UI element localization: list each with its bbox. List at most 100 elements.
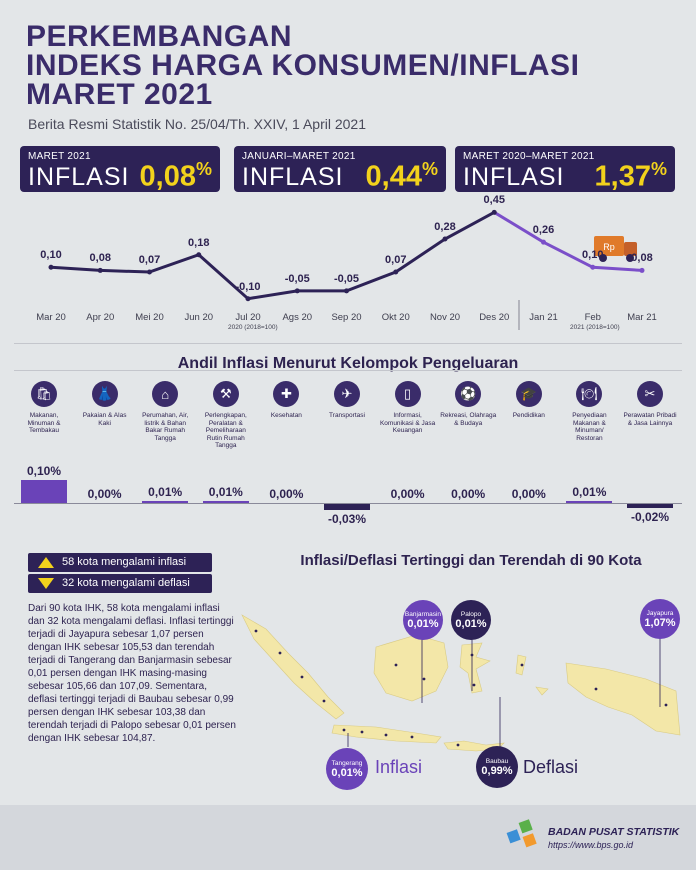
andil-value-label: 0,00% [451,487,486,501]
scissors-icon: ✂ [637,381,663,407]
line-point [147,269,152,275]
point-value-label: 0,10 [40,249,62,262]
sumatra-island [241,614,345,720]
x-tick-label: Ags 20 [282,312,313,323]
bubble-city: Tangerang [331,759,363,767]
bubble-value: 0,99% [481,764,513,777]
inflation-card-monthly: MARET 2021 INFLASI 0,08% [20,146,220,193]
andil-bar [566,500,613,503]
andil-section-title: Andil Inflasi Menurut Kelompok Pengeluar… [177,355,519,372]
category-label: Kesehatan [270,412,302,419]
andil-value-label: 0,00% [87,487,122,501]
x-tick-label: Mar 21 [627,312,657,323]
household-tools-icon: ⚒ [212,381,239,407]
line-point [639,267,645,273]
line-point [491,209,497,215]
point-value-label: 0,26 [532,224,555,237]
x-tick-label: Nov 20 [429,312,461,323]
bubble-palopo: Palopo 0,01% [451,600,491,640]
inflation-card-ytd: JANUARI–MARET 2021 INFLASI 0,44% [234,146,446,193]
category-label: Informasi, Komunikasi & Jasa Keuangan [379,412,436,434]
line-point [442,236,448,242]
andil-value-label: 0,00% [390,487,425,501]
category-label: Makanan, Minuman & Tembakau [27,412,61,434]
football-player-icon: ⚽ [455,381,482,407]
legend-inflasi: Inflasi [375,757,423,777]
base-year-note-2020: 2020 (2018=100) [228,324,278,331]
andil-bar [627,503,673,508]
bubble-jayapura: Jayapura 1,07% [640,599,680,639]
line-point [590,264,596,270]
x-tick-label: Sep 20 [331,312,362,323]
bubble-leaders [347,637,661,747]
bubble-city: Baubau [485,757,509,765]
card-word: INFLASI [28,163,130,191]
series-line-2021 [493,211,643,272]
card-label: MARET 2020–MARET 2021 [463,151,595,162]
x-tick-label: Jan 21 [529,312,558,323]
x-tick-label: Des 20 [479,312,510,323]
x-tick-label: Mar 20 [36,312,66,323]
down-triangle-icon [38,578,54,589]
base-year-note-2021: 2021 (2018=100) [570,324,620,331]
point-value-label: 0,07 [385,254,407,266]
andil-value-label: 0,00% [269,487,304,501]
bubble-value: 0,01% [455,617,487,630]
andil-baseline [14,503,682,504]
point-value-label: 0,45 [483,194,505,207]
page-subtitle: Berita Resmi Statistik No. 25/04/Th. XXI… [28,116,366,132]
line-point [541,239,546,245]
category-label: Transportasi [329,412,365,419]
inflasi-count-text: 58 kota mengalami inflasi [62,556,187,568]
truck-icon: Rp [594,236,637,262]
x-tick-label: Okt 20 [381,312,410,323]
andil-value-label: 0,01% [208,484,243,499]
point-value-label: 0,18 [188,236,210,249]
footer-url[interactable]: https://www.bps.go.id [548,840,634,850]
andil-bar [324,503,370,510]
monthly-inflation-line-chart: Rp [48,209,645,330]
card-word: INFLASI [242,163,344,191]
grocery-bag-icon: 🛍 [31,381,57,407]
point-value-label: 0,10 [582,249,604,262]
x-tick-label: Jul 20 [235,312,261,323]
truck-label: Rp [603,242,615,252]
house-icon: ⌂ [152,381,179,407]
up-triangle-icon [38,557,54,568]
category-label: Penyediaan Makanan & Minuman/ Restoran [572,412,607,442]
andil-value-label: 0,01% [572,484,607,499]
bubble-city: Palopo [460,610,482,618]
medical-kit-icon: ✚ [273,381,300,407]
bubble-baubau: Baubau 0,99% [476,746,518,788]
andil-value-label: -0,03% [327,511,367,526]
papua-island [565,662,681,736]
point-value-label: -0,10 [235,280,261,293]
category-label: Perumahan, Air, listrik & Bahan Bakar Ru… [142,412,189,442]
line-point [48,264,54,270]
category-label: Pendidikan [512,412,545,419]
andil-value-label: 0,00% [511,487,546,501]
card-value: 1,37% [594,159,667,193]
andil-bar [142,500,189,503]
card-word: INFLASI [463,163,565,191]
category-label: Perlengkapan, Peralatan & Pemeliharaan R… [204,412,247,449]
legend-deflasi: Deflasi [523,757,579,777]
andil-bar [202,500,249,503]
x-tick-label: Jun 20 [184,312,214,323]
series-line-2020 [50,211,495,301]
andil-value-label: 0,01% [148,484,183,499]
footer-org: BADAN PUSAT STATISTIK [548,826,680,838]
title-line-2: INDEKS HARGA KONSUMEN/INFLASI [26,49,580,82]
bubble-banjarmasin: Banjarmasin 0,01% [403,600,443,640]
andil-value-label: -0,02% [630,509,670,524]
point-value-label: 0,07 [138,254,161,266]
dress-icon: 👗 [91,381,118,407]
maluku-islands [515,654,549,696]
bubble-city: Banjarmasin [404,610,442,618]
bubble-value: 1,07% [644,616,676,629]
map-title: Inflasi/Deflasi Tertinggi dan Terendah d… [300,552,642,569]
line-point [294,288,300,294]
bps-logo-icon [506,819,537,848]
smartphone-icon: ▯ [394,381,421,407]
bubble-tangerang: Tangerang 0,01% [326,748,368,790]
